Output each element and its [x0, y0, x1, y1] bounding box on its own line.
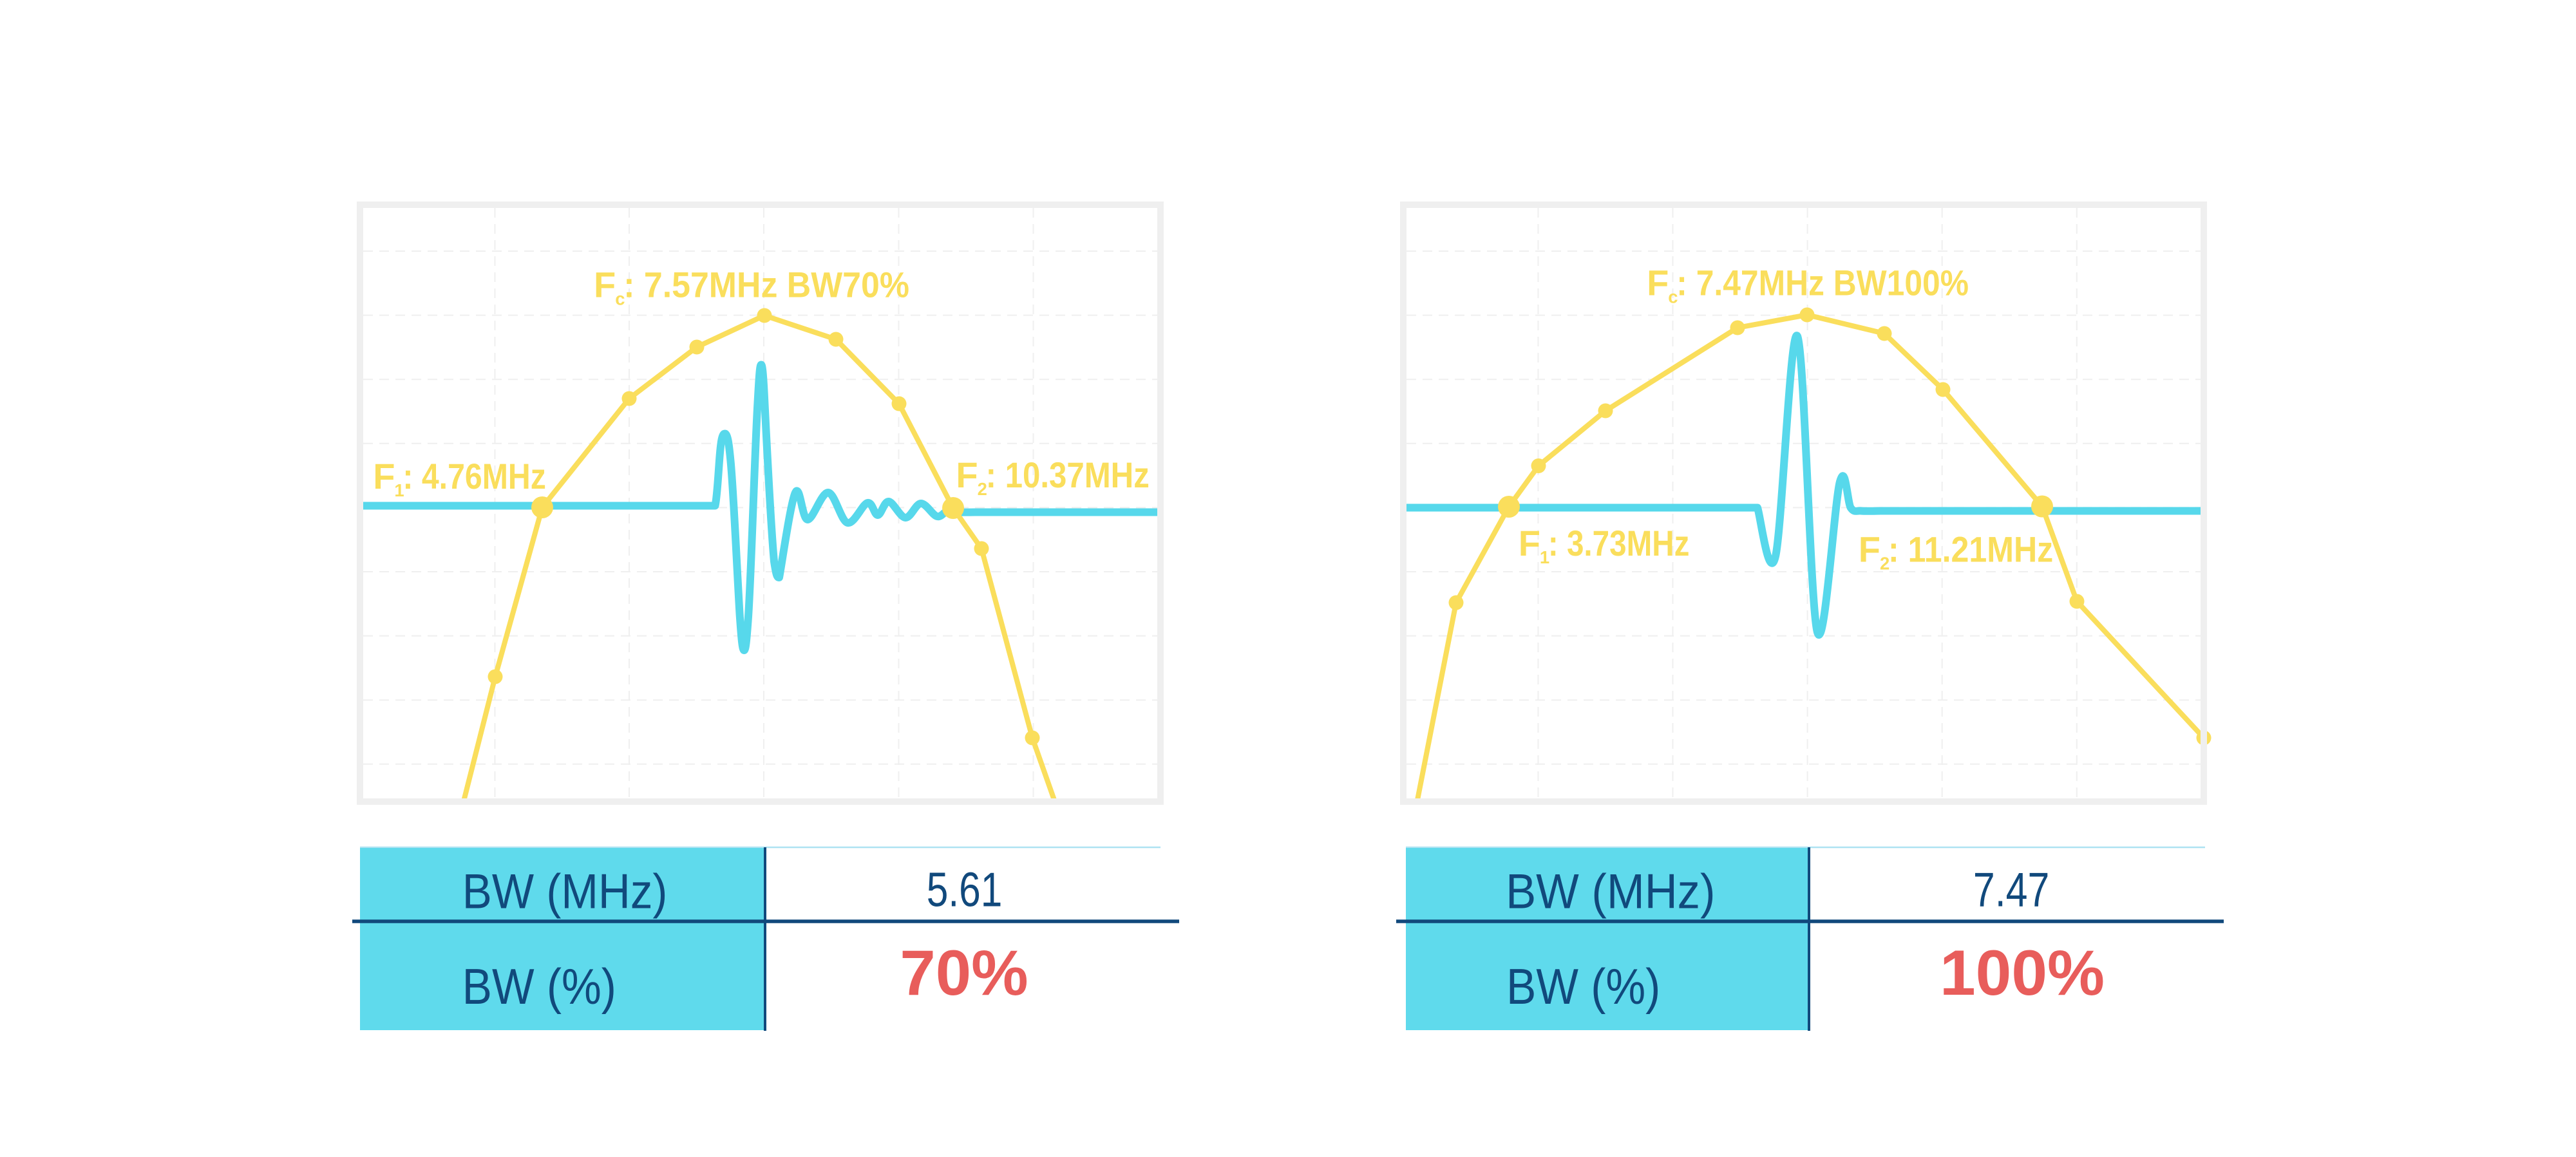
- svg-text:: 10.37MHz: : 10.37MHz: [986, 455, 1150, 495]
- svg-text:5.61: 5.61: [927, 862, 1003, 916]
- svg-text:F: F: [1647, 263, 1669, 303]
- svg-text:F: F: [373, 456, 395, 496]
- svg-text:: 11.21MHz: : 11.21MHz: [1888, 529, 2053, 570]
- svg-text:1: 1: [1540, 547, 1549, 567]
- svg-text:BW (MHz): BW (MHz): [1506, 865, 1715, 919]
- svg-text:BW (%): BW (%): [462, 958, 616, 1015]
- svg-text:c: c: [615, 289, 625, 309]
- svg-text:: 4.76MHz: : 4.76MHz: [402, 456, 546, 496]
- svg-text:70%: 70%: [900, 937, 1028, 1008]
- svg-text:BW (%): BW (%): [1506, 958, 1660, 1015]
- svg-text:: 7.47MHz BW100%: : 7.47MHz BW100%: [1676, 263, 1969, 303]
- svg-text:: 3.73MHz: : 3.73MHz: [1548, 523, 1690, 563]
- svg-text:F: F: [1519, 523, 1540, 563]
- svg-text:F: F: [594, 265, 616, 305]
- svg-text:: 7.57MHz BW70%: : 7.57MHz BW70%: [623, 265, 909, 305]
- svg-text:100%: 100%: [1940, 937, 2105, 1008]
- svg-text:BW (MHz): BW (MHz): [462, 865, 668, 919]
- svg-text:F: F: [956, 455, 978, 495]
- svg-text:c: c: [1668, 287, 1678, 307]
- svg-text:2: 2: [978, 479, 987, 499]
- svg-text:7.47: 7.47: [1973, 862, 2049, 916]
- svg-text:2: 2: [1880, 554, 1889, 574]
- svg-text:1: 1: [394, 480, 404, 500]
- svg-text:F: F: [1859, 529, 1880, 570]
